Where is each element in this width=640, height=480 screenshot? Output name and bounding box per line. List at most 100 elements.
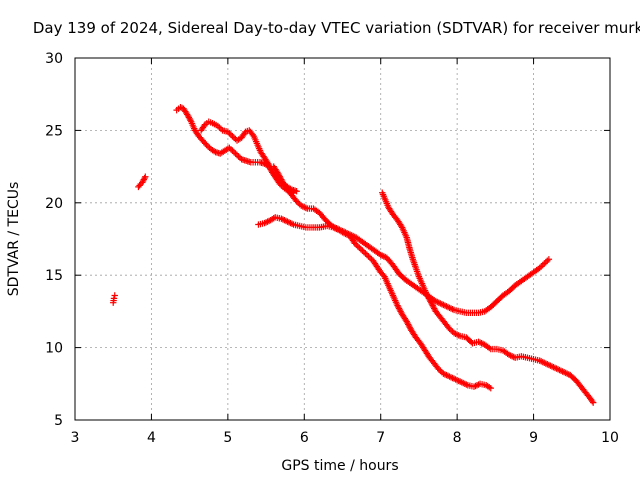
x-tick-label: 5: [223, 430, 232, 446]
data-point: [478, 340, 485, 347]
data-point: [203, 141, 210, 149]
data-point: [184, 112, 192, 120]
series-arc-7: [379, 189, 597, 406]
data-point: [405, 321, 412, 328]
data-point: [230, 148, 238, 156]
data-point: [424, 292, 431, 299]
data-point: [232, 150, 239, 157]
data-point: [453, 376, 461, 384]
data-point: [562, 369, 569, 377]
data-point: [354, 243, 361, 250]
data-point: [396, 306, 404, 314]
y-tick-label: 30: [45, 51, 63, 67]
data-point: [380, 253, 387, 260]
data-point: [447, 305, 455, 312]
data-point: [455, 377, 462, 385]
series-arc-6: [270, 163, 553, 317]
data-point: [427, 298, 434, 305]
data-point: [444, 372, 452, 380]
data-point: [423, 290, 430, 298]
data-point: [430, 303, 437, 311]
data-point: [330, 223, 337, 230]
data-point: [405, 322, 413, 330]
data-point: [229, 132, 236, 140]
data-point: [204, 143, 212, 150]
series-arc-1: [110, 292, 118, 306]
data-point: [340, 228, 348, 235]
data-point: [441, 371, 449, 378]
data-point: [365, 253, 372, 260]
data-point: [346, 231, 354, 238]
data-point: [434, 298, 441, 306]
data-point: [356, 244, 363, 251]
data-point: [298, 202, 305, 209]
data-point: [426, 296, 433, 304]
data-point: [463, 381, 470, 388]
data-point: [446, 304, 453, 311]
data-point: [544, 361, 551, 368]
data-point: [447, 327, 455, 334]
data-point: [185, 114, 193, 121]
series-arc-5: [255, 214, 494, 392]
x-tick-label: 6: [300, 430, 309, 446]
y-tick-label: 5: [54, 413, 63, 429]
data-point: [551, 364, 559, 372]
data-point: [334, 225, 342, 233]
data-point: [455, 332, 462, 339]
data-point: [294, 199, 302, 206]
data-point: [452, 330, 459, 338]
data-point: [216, 124, 223, 131]
data-point: [425, 295, 433, 302]
data-point: [545, 361, 553, 369]
data-point: [505, 351, 513, 359]
data-point: [447, 374, 455, 381]
data-point: [542, 360, 549, 367]
x-tick-label: 10: [601, 430, 619, 446]
data-point: [281, 216, 288, 224]
data-point: [588, 397, 596, 405]
data-point: [363, 251, 371, 259]
data-point: [277, 174, 284, 182]
data-point: [276, 173, 284, 180]
data-point: [345, 230, 352, 238]
data-point: [457, 378, 464, 385]
data-point: [279, 216, 287, 223]
data-point: [343, 230, 351, 237]
series-arc-4: [197, 118, 300, 195]
data-point: [275, 170, 282, 178]
data-point: [556, 366, 563, 374]
chart-title: Day 139 of 2024, Sidereal Day-to-day VTE…: [33, 19, 640, 37]
data-point: [200, 122, 208, 130]
data-point: [302, 204, 310, 212]
data-point: [545, 256, 553, 263]
data-point: [379, 252, 386, 259]
y-tick-label: 10: [45, 341, 63, 357]
data-point: [450, 375, 458, 382]
data-point: [395, 305, 403, 312]
data-point: [470, 383, 478, 390]
data-point: [348, 232, 355, 239]
y-tick-label: 15: [45, 268, 63, 284]
data-point: [486, 344, 493, 352]
data-point: [564, 370, 571, 377]
x-tick-label: 4: [147, 430, 156, 446]
data-point: [235, 153, 242, 160]
data-point: [453, 331, 461, 338]
data-point: [539, 358, 546, 366]
grid: [75, 58, 610, 420]
data-point: [473, 382, 481, 389]
data-point: [508, 353, 516, 360]
data-point: [262, 219, 270, 226]
data-point: [285, 219, 293, 226]
data-point: [288, 220, 296, 227]
data-point: [141, 174, 148, 182]
data-point: [589, 399, 597, 406]
data-point: [559, 368, 566, 375]
data-point: [265, 161, 273, 169]
data-point: [261, 219, 268, 227]
data-point: [293, 188, 300, 195]
data-point: [476, 339, 484, 346]
data-point: [139, 177, 147, 185]
data-point: [377, 251, 384, 259]
data-point: [431, 305, 438, 312]
